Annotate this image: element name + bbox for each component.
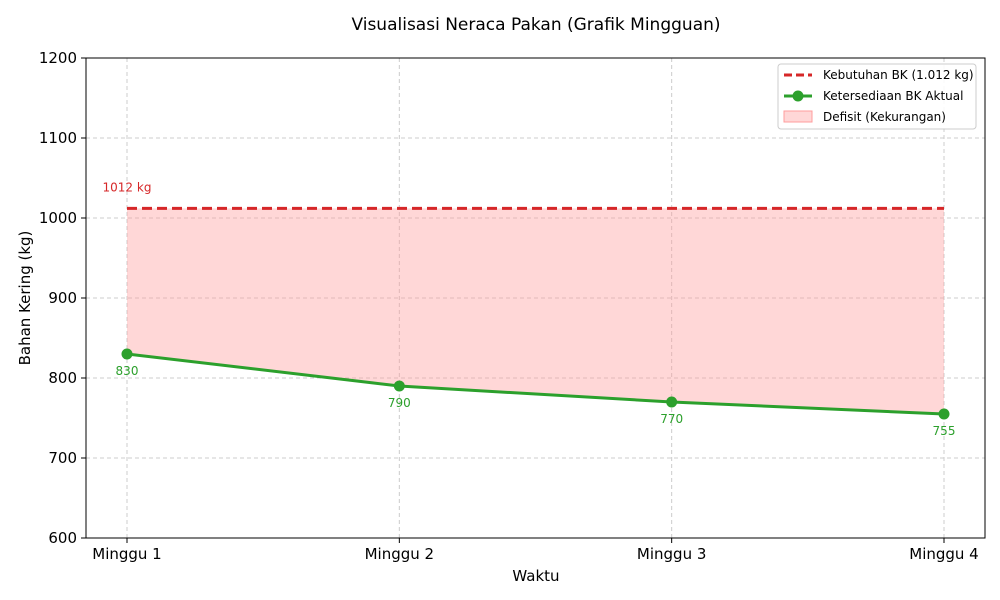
deficit-area-layer	[127, 208, 944, 414]
series-point	[121, 348, 133, 360]
x-tick-label: Minggu 1	[92, 545, 161, 563]
requirement-annotation: 1012 kg	[103, 180, 152, 194]
data-label: 790	[388, 396, 411, 410]
x-axis-label: Waktu	[512, 567, 559, 585]
legend-deficit-label: Defisit (Kekurangan)	[823, 110, 946, 124]
legend-box	[777, 63, 977, 130]
data-label: 770	[660, 412, 683, 426]
legend-series-label: Ketersediaan BK Aktual	[823, 89, 963, 103]
requirement-line-layer: 1012 kg	[103, 180, 944, 210]
x-tick-label: Minggu 3	[637, 545, 706, 563]
y-tick-label: 1100	[39, 129, 77, 147]
y-tick-label: 700	[48, 449, 77, 467]
series-point	[393, 380, 405, 392]
x-tick-label: Minggu 4	[909, 545, 978, 563]
grid	[86, 58, 985, 538]
data-label: 755	[933, 424, 956, 438]
y-axis-label: Bahan Kering (kg)	[16, 231, 34, 366]
x-axis-ticks: Minggu 1 Minggu 2 Minggu 3 Minggu 4	[92, 538, 979, 563]
data-label: 830	[116, 364, 139, 378]
y-tick-label: 1000	[39, 209, 77, 227]
deficit-area	[127, 208, 944, 414]
series-point	[666, 396, 678, 408]
y-tick-label: 1200	[39, 49, 77, 67]
x-tick-label: Minggu 2	[365, 545, 434, 563]
y-tick-label: 600	[48, 529, 77, 547]
series-line	[126, 352, 945, 416]
series-layer: 830 790 770 755	[116, 348, 956, 438]
y-axis-ticks: 600 700 800 900 1000 1100 1200	[39, 49, 86, 547]
legend-series-marker	[792, 90, 804, 102]
legend: Kebutuhan BK (1.012 kg) Ketersediaan BK …	[777, 63, 977, 130]
y-tick-label: 800	[48, 369, 77, 387]
y-tick-label: 900	[48, 289, 77, 307]
legend-deficit-swatch	[783, 110, 813, 123]
legend-requirement-label: Kebutuhan BK (1.012 kg)	[823, 68, 974, 82]
series-point	[938, 408, 950, 420]
chart-title: Visualisasi Neraca Pakan (Grafik Minggua…	[351, 15, 720, 35]
